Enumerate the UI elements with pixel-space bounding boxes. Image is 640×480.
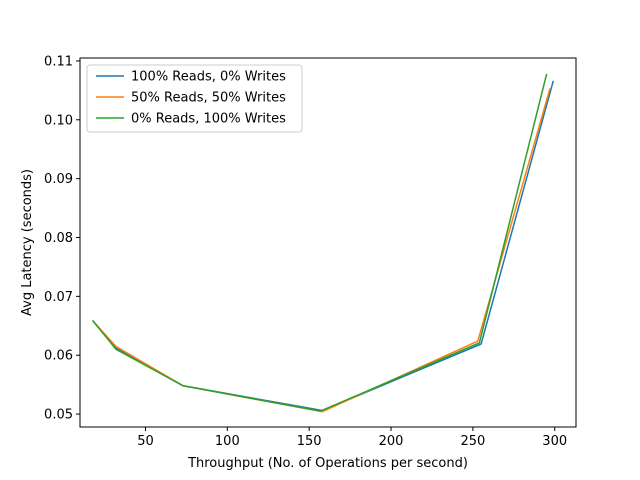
- series-line-3: [92, 73, 548, 412]
- x-tick-label: 250: [460, 434, 485, 449]
- x-tick-label: 200: [379, 434, 404, 449]
- y-axis-label: Avg Latency (seconds): [20, 169, 35, 316]
- legend-label-1: 100% Reads, 0% Writes: [131, 70, 286, 85]
- y-tick-label: 0.08: [44, 231, 73, 246]
- x-tick-label: 300: [542, 434, 567, 449]
- x-axis: 50 100 150 200 250 300: [137, 427, 567, 449]
- x-axis-label: Throughput (No. of Operations per second…: [187, 456, 468, 471]
- plot-frame: [79, 57, 577, 428]
- legend-box: [86, 64, 303, 133]
- legend-label-2: 50% Reads, 50% Writes: [131, 91, 286, 106]
- x-tick-label: 150: [297, 434, 322, 449]
- legend: 100% Reads, 0% Writes 50% Reads, 50% Writ…: [86, 64, 303, 133]
- y-tick-label: 0.11: [44, 54, 73, 69]
- y-axis: 0.05 0.06 0.07 0.08 0.09 0.10 0.11: [44, 54, 80, 423]
- plot-lines: [92, 73, 555, 413]
- y-tick-label: 0.09: [44, 172, 73, 187]
- y-tick-label: 0.07: [44, 290, 73, 305]
- y-tick-label: 0.05: [44, 408, 73, 423]
- legend-label-3: 0% Reads, 100% Writes: [131, 112, 286, 127]
- y-tick-label: 0.10: [44, 113, 73, 128]
- series-line-2: [92, 88, 551, 413]
- x-tick-label: 100: [215, 434, 240, 449]
- x-tick-label: 50: [137, 434, 154, 449]
- y-tick-label: 0.06: [44, 349, 73, 364]
